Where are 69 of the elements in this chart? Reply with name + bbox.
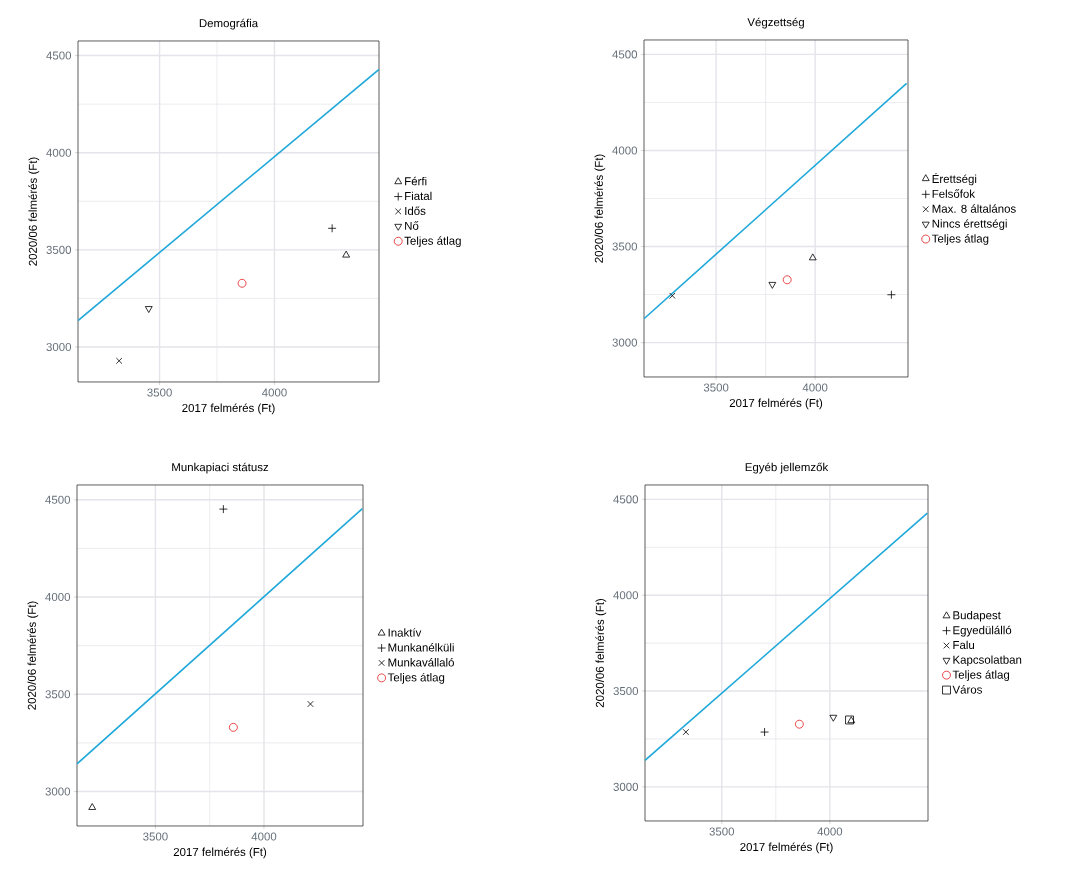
- legend-label: Felsőfok: [932, 189, 976, 198]
- x-tick-label: 4000: [261, 388, 287, 397]
- y-tick-label: 4500: [613, 495, 639, 504]
- legend-label: Idős: [405, 206, 426, 215]
- legend-label: Inaktív: [388, 628, 422, 637]
- point: [218, 504, 228, 514]
- y-tick-label: 3500: [45, 690, 71, 699]
- point: [829, 714, 838, 722]
- point: [144, 306, 153, 313]
- legend-label: Munkanélküli: [388, 643, 454, 652]
- y-tick-label: 4000: [613, 591, 639, 600]
- y-tick-label: 4000: [46, 148, 72, 157]
- legend-label: Érettségi: [932, 172, 977, 186]
- y-axis-title: 2020/06 felmérés (Ft): [595, 598, 607, 708]
- y-axis-title: 2020/06 felmérés (Ft): [28, 157, 40, 266]
- x-tick-label: 4000: [802, 383, 828, 392]
- x-tick-label: 3500: [703, 383, 729, 392]
- y-tick-label: 3500: [612, 242, 638, 251]
- point: [307, 700, 314, 708]
- legend-label: Város: [952, 685, 982, 694]
- x-tick-label: 3500: [143, 832, 168, 841]
- legend-label: Munkavállaló: [388, 657, 454, 667]
- y-tick-label: 3000: [45, 787, 71, 796]
- x-axis-title: 2017 felmérés (Ft): [182, 403, 275, 415]
- point: [115, 357, 123, 365]
- legend-label: Fiatal: [405, 191, 432, 201]
- point: [342, 250, 350, 258]
- legend-label: Nincs érettségi: [932, 219, 1007, 230]
- point: [237, 278, 247, 288]
- point: [88, 803, 97, 810]
- legend-label: Budapest: [953, 610, 1001, 622]
- y-tick-label: 4000: [45, 592, 71, 602]
- y-axis-title: 2020/06 felmérés (Ft): [594, 154, 606, 263]
- x-axis-title: 2017 felmérés (Ft): [729, 398, 823, 410]
- point: [327, 223, 337, 233]
- legend-label: Kapcsolatban: [953, 655, 1022, 667]
- y-axis-title: 2020/06 felmérés (Ft): [27, 601, 39, 710]
- y-tick-label: 4500: [45, 495, 71, 504]
- x-tick-label: 4000: [817, 827, 843, 836]
- chart-title: Egyéb jellemzők: [745, 462, 829, 474]
- legend-label: Férfi: [405, 176, 427, 186]
- legend-label: Egyedülálló: [953, 625, 1012, 637]
- x-tick-label: 3500: [709, 827, 735, 836]
- legend-label: Teljes átlag: [404, 236, 461, 248]
- y-tick-label: 3000: [612, 338, 638, 347]
- y-tick-label: 4000: [612, 146, 638, 155]
- point: [682, 728, 690, 736]
- chart-title: Munkapiaci státusz: [172, 462, 269, 474]
- point: [228, 722, 238, 732]
- legend-label: Teljes átlag: [952, 670, 1010, 681]
- x-axis-title: 2017 felmérés (Ft): [740, 842, 833, 854]
- y-tick-label: 4500: [612, 50, 638, 59]
- chart-title: Demográfia: [199, 18, 259, 30]
- legend-label: Falu: [953, 640, 974, 650]
- y-tick-label: 3000: [613, 782, 639, 791]
- y-tick-label: 3500: [46, 245, 72, 254]
- legend-label: Nő: [405, 221, 419, 230]
- y-tick-label: 4500: [46, 51, 72, 60]
- legend-label: Max. 8 általános: [932, 204, 1016, 213]
- y-tick-label: 3500: [613, 686, 639, 696]
- x-tick-label: 4000: [251, 832, 277, 841]
- chart-title: Végzettség: [747, 17, 804, 29]
- legend-label: Teljes átlag: [931, 234, 989, 245]
- point: [760, 727, 769, 737]
- legend-label: Teljes átlag: [387, 672, 445, 684]
- y-tick-label: 3000: [46, 342, 72, 352]
- x-axis-title: 2017 felmérés (Ft): [173, 847, 267, 859]
- x-tick-label: 3500: [147, 388, 172, 397]
- point: [794, 719, 804, 729]
